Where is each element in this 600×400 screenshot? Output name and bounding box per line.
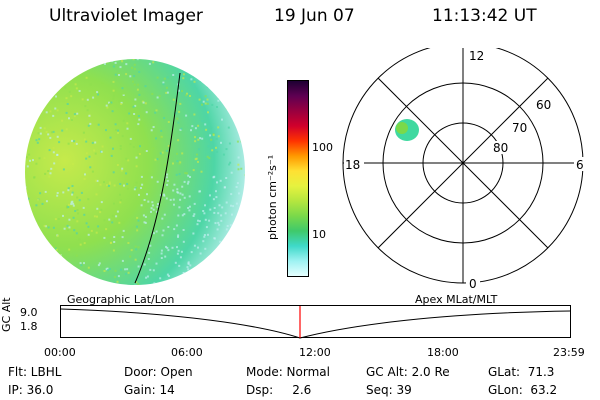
alt-plot-ylabel: GC Alt <box>0 297 13 332</box>
xtick-1200: 12:00 <box>299 346 331 359</box>
lat-label-60: 60 <box>536 98 551 112</box>
instrument-title: Ultraviolet Imager <box>49 6 203 26</box>
geo-latlon-label: Geographic Lat/Lon <box>67 293 175 306</box>
gc-alt-value: GC Alt: 2.0 Re <box>366 365 450 379</box>
colorbar-tick-10: 10 <box>312 228 326 241</box>
uv-image-panel <box>25 59 245 285</box>
gain-value: Gain: 14 <box>124 383 175 397</box>
terminator-line <box>134 72 181 284</box>
mode-value: Mode: Normal <box>246 365 330 379</box>
alt-ytick-9: 9.0 <box>20 306 38 319</box>
polar-diagonal-2 <box>377 77 549 249</box>
mlt-label-0: 0 <box>469 277 477 291</box>
xtick-0000: 00:00 <box>44 346 76 359</box>
altitude-plot-frame <box>60 305 571 338</box>
observation-date: 19 Jun 07 <box>274 6 355 26</box>
altitude-plot <box>60 305 571 339</box>
auroral-spot-core <box>396 122 408 134</box>
polar-plot: 12 18 6 0 60 70 80 <box>342 48 586 291</box>
ip-value: IP: 36.0 <box>8 383 54 397</box>
door-value: Door: Open <box>124 365 193 379</box>
xtick-2359: 23:59 <box>553 346 585 359</box>
lat-label-70: 70 <box>512 121 527 135</box>
altitude-curve <box>60 308 571 339</box>
colorbar-unit-label: photon cm⁻²s⁻¹ <box>266 154 279 240</box>
filter-value: Flt: LBHL <box>8 365 62 379</box>
colorbar <box>287 80 309 277</box>
mlt-label-12: 12 <box>469 49 484 63</box>
mlt-label-6: 6 <box>576 158 584 172</box>
colorbar-tick-100: 100 <box>312 141 333 154</box>
mlt-label-18: 18 <box>345 158 360 172</box>
uv-image-disk <box>25 59 245 285</box>
glon-value: GLon: 63.2 <box>488 383 558 397</box>
seq-value: Seq: 39 <box>366 383 412 397</box>
xtick-0600: 06:00 <box>171 346 203 359</box>
observation-time: 11:13:42 UT <box>432 6 537 26</box>
xtick-1800: 18:00 <box>427 346 459 359</box>
lat-label-80: 80 <box>493 141 508 155</box>
dsp-value: Dsp: 2.6 <box>246 383 312 397</box>
alt-ytick-1-8: 1.8 <box>20 320 38 333</box>
apex-mlat-mlt-label: Apex MLat/MLT <box>415 293 498 306</box>
glat-value: GLat: 71.3 <box>488 365 555 379</box>
